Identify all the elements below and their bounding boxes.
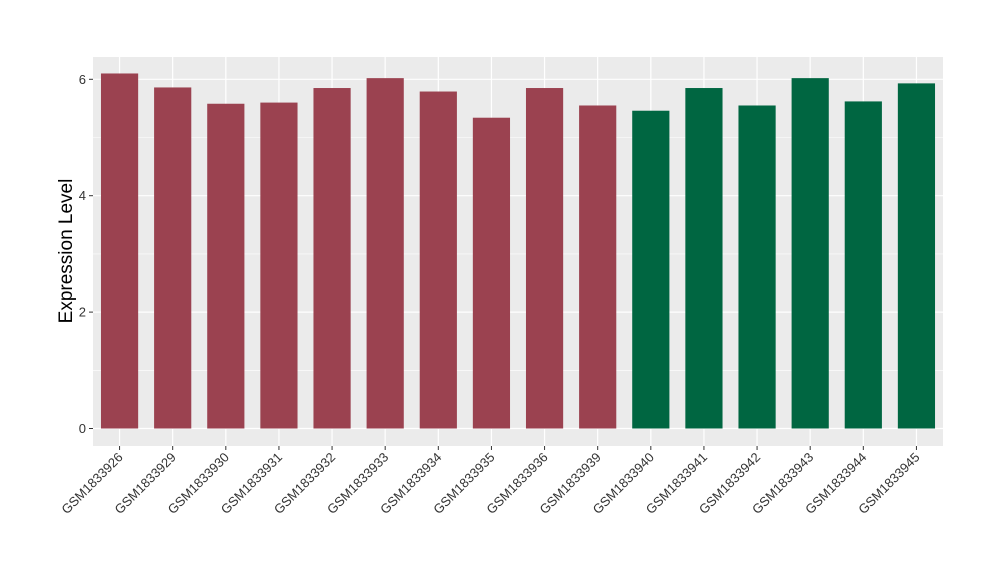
y-tick-label: 2 — [79, 305, 86, 320]
bar-GSM1833940 — [632, 110, 670, 429]
bar-GSM1833942 — [738, 105, 776, 429]
bar-GSM1833932 — [313, 88, 351, 429]
y-axis-title: Expression Level — [56, 179, 77, 324]
bar-GSM1833943 — [791, 78, 829, 429]
y-tick-label: 4 — [79, 188, 86, 203]
bar-GSM1833944 — [844, 101, 882, 429]
bar-GSM1833935 — [472, 117, 511, 429]
y-tick-label: 6 — [79, 72, 86, 87]
bar-GSM1833933 — [366, 78, 404, 429]
bar-GSM1833936 — [525, 88, 564, 429]
bar-GSM1833931 — [260, 102, 298, 429]
y-axis: 0 2 4 6 — [79, 72, 93, 436]
bar-GSM1833941 — [685, 88, 723, 429]
y-tick-label: 0 — [79, 421, 86, 436]
bar-GSM1833934 — [419, 91, 457, 429]
bar-GSM1833945 — [897, 83, 936, 429]
bar-GSM1833929 — [154, 87, 192, 429]
bar-GSM1833939 — [579, 105, 617, 429]
bar-GSM1833926 — [100, 73, 139, 429]
bar-GSM1833930 — [207, 103, 245, 429]
bars — [100, 73, 936, 429]
x-axis: GSM1833926GSM1833929GSM1833930GSM1833931… — [58, 446, 923, 517]
